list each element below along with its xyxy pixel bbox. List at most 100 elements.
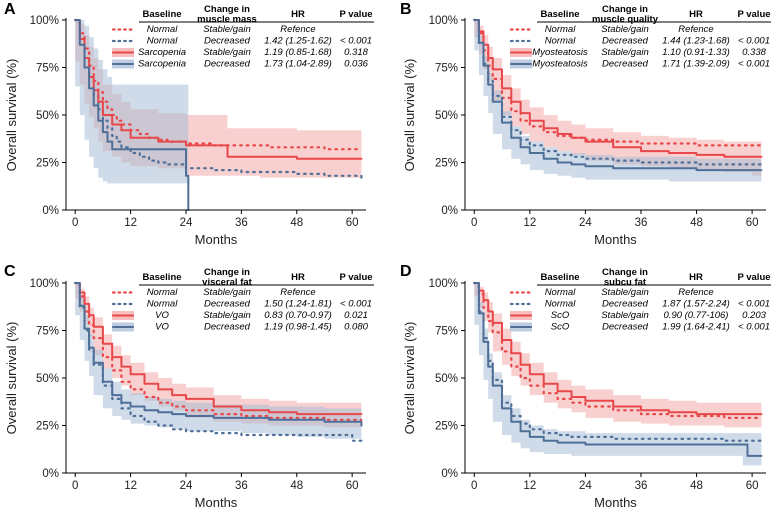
y-tick-label: 75%: [36, 326, 59, 338]
legend-change: Stable/gain: [601, 47, 649, 58]
legend-header: P value: [339, 9, 372, 20]
x-tick-label: 36: [235, 217, 248, 229]
y-tick-label: 100%: [429, 15, 458, 27]
ci-band-solid-blue: [474, 283, 762, 466]
survival-curve-solid-red: [473, 19, 763, 158]
y-tick-label: 75%: [435, 326, 458, 338]
x-tick-label: 24: [180, 217, 193, 229]
legend-header: P value: [339, 272, 372, 283]
legend-baseline: VO: [155, 322, 169, 333]
survival-curve-solid-blue: [473, 282, 763, 457]
legend-p-value: < 0.001: [340, 299, 372, 310]
y-axis-label: Overall survival (%): [402, 59, 417, 172]
y-tick-label: 25%: [36, 158, 59, 170]
legend-baseline: Myosteatosis: [532, 59, 588, 70]
legend-p-value: 0.021: [344, 310, 368, 321]
legend-baseline: ScO: [551, 322, 570, 333]
legend-baseline: Normal: [545, 299, 577, 310]
x-tick-label: 12: [523, 480, 536, 492]
survival-curve-solid-red: [74, 282, 363, 416]
x-tick-label: 24: [579, 480, 592, 492]
x-tick-label: 36: [235, 480, 248, 492]
y-tick-label: 0%: [441, 205, 458, 217]
legend-header: Baseline: [540, 272, 579, 283]
legend-table: Baseline Change in muscle quality HR P value…: [509, 4, 771, 70]
legend-p-value: < 0.001: [738, 36, 770, 47]
y-tick-label: 25%: [435, 158, 458, 170]
ci-band-solid-red: [474, 283, 762, 428]
survival-curve-solid-red: [473, 282, 763, 416]
y-tick-label: 50%: [36, 373, 59, 385]
survival-curve-dotted-red: [74, 281, 363, 421]
x-axis-label: Months: [195, 495, 238, 510]
panel-d: D 0% 25% 50% 75% 100% 0 12 24 36 48 60 Months Overall…: [400, 263, 771, 510]
ci-band-solid-red: [474, 20, 762, 176]
x-tick-label: 0: [72, 217, 78, 229]
legend-change: Stable/gain: [203, 287, 251, 298]
legend-baseline: Normal: [545, 287, 577, 298]
legend-hr: Refence: [280, 24, 315, 35]
legend-baseline: Normal: [147, 24, 179, 35]
x-tick-label: 48: [290, 217, 303, 229]
legend-change: Decreased: [602, 299, 649, 310]
y-tick-label: 50%: [435, 110, 458, 122]
legend-p-value: 0.080: [344, 322, 368, 333]
legend-baseline: Sarcopenia: [138, 59, 186, 70]
x-tick-label: 60: [346, 480, 359, 492]
legend-hr: 1.99 (1.64-2.41): [662, 322, 730, 333]
y-tick-label: 100%: [429, 278, 458, 290]
survival-curve-dotted-red: [473, 18, 763, 147]
y-axis-label: Overall survival (%): [402, 322, 417, 435]
legend-header: P value: [737, 9, 770, 20]
legend-change: Stable/gain: [203, 47, 251, 58]
legend-hr: 0.90 (0.77-106): [664, 310, 729, 321]
legend-header: HR: [291, 272, 305, 283]
legend-hr: Refence: [678, 287, 713, 298]
y-tick-label: 0%: [42, 468, 59, 480]
legend-change: Stable/gain: [601, 310, 649, 321]
legend-header: Change in visceral fat: [202, 267, 252, 288]
legend-header: Baseline: [540, 9, 579, 20]
legend-change: Stable/gain: [203, 24, 251, 35]
legend-hr: 1.19 (0.85-1.68): [264, 47, 332, 58]
legend-hr: Refence: [678, 24, 713, 35]
legend-change: Stable/gain: [601, 287, 649, 298]
x-tick-label: 60: [746, 217, 759, 229]
legend-baseline: Normal: [147, 299, 179, 310]
survival-curve-dotted-blue: [74, 281, 363, 444]
x-tick-label: 48: [690, 217, 703, 229]
x-tick-label: 36: [635, 480, 648, 492]
y-tick-label: 0%: [42, 205, 59, 217]
legend-change: Decreased: [204, 59, 251, 70]
y-axis-label: Overall survival (%): [4, 322, 19, 435]
panel-a: A 0% 25% 50% 75% 100% 0 12 24 36 48 60 Months Overall…: [4, 1, 374, 247]
legend-header: Change in muscle mass: [197, 4, 257, 25]
x-tick-label: 0: [471, 217, 477, 229]
y-axis-label: Overall survival (%): [4, 59, 19, 172]
x-axis-label: Months: [594, 232, 637, 247]
legend-baseline: Myosteatosis: [532, 47, 588, 58]
survival-curve-solid-blue: [74, 282, 363, 427]
panel-letter: D: [400, 263, 412, 280]
legend-change: Decreased: [204, 36, 251, 47]
y-tick-label: 25%: [36, 421, 59, 433]
x-tick-label: 60: [746, 480, 759, 492]
y-tick-label: 100%: [30, 15, 59, 27]
legend-change: Stable/gain: [203, 310, 251, 321]
x-tick-label: 12: [523, 217, 536, 229]
x-tick-label: 48: [290, 480, 303, 492]
legend-baseline: Normal: [545, 36, 577, 47]
y-tick-label: 50%: [435, 373, 458, 385]
legend-change: Decreased: [204, 322, 251, 333]
legend-p-value: 0.318: [344, 47, 368, 58]
survival-curve-dotted-red: [74, 18, 363, 151]
y-tick-label: 50%: [36, 110, 59, 122]
x-tick-label: 24: [579, 217, 592, 229]
legend-p-value: < 0.001: [738, 299, 770, 310]
y-tick-label: 75%: [435, 63, 458, 75]
legend-hr: 0.83 (0.70-0.97): [264, 310, 332, 321]
panel-letter: B: [400, 1, 412, 18]
x-tick-label: 60: [346, 217, 359, 229]
x-tick-label: 36: [635, 217, 648, 229]
legend-hr: 1.19 (0.98-1.45): [264, 322, 332, 333]
